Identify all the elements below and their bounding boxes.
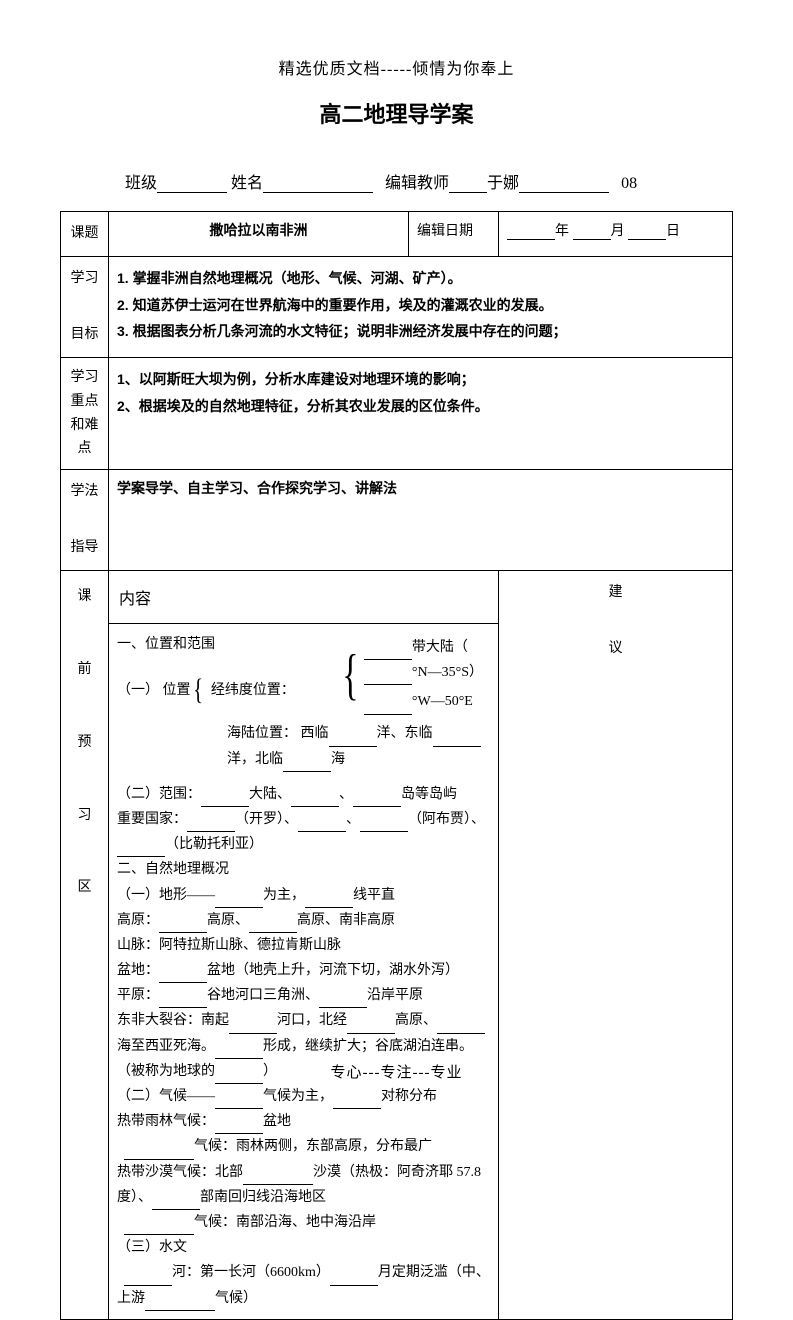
- date-value: 年 月 日: [499, 212, 733, 257]
- mountain-row: 山脉：阿特拉斯山脉、德拉肯斯山脉: [117, 933, 490, 958]
- txt: 、: [346, 812, 360, 827]
- preview-label: 课 前 预 习 区: [61, 571, 109, 1320]
- txt: 海至西亚死海。: [117, 1039, 215, 1054]
- blank: [449, 179, 487, 193]
- txt: 为主，: [263, 888, 305, 903]
- footer-watermark: 专心---专注---专业: [0, 1061, 793, 1082]
- name-label: 姓名: [231, 175, 263, 192]
- pos-label: （一） 位置: [117, 678, 191, 703]
- objective-content: 1. 掌握非洲自然地理概况（地形、气候、河湖、矿产）。 2. 知道苏伊士运河在世…: [109, 257, 733, 358]
- lesson-table: 课题 撒哈拉以南非洲 编辑日期 年 月 日 学习 目标 1. 掌握非洲自然地理概…: [60, 211, 733, 1320]
- med-row: 气候：南部沿海、地中海沿岸: [117, 1210, 490, 1235]
- focus-label: 学习重点和难点: [61, 358, 109, 470]
- date-label: 编辑日期: [409, 212, 499, 257]
- txt: 河：第一长河（6600km）: [172, 1265, 330, 1280]
- txt: °W—50°E: [412, 694, 473, 709]
- txt: （阿布贾）、: [408, 812, 485, 827]
- txt: 热带沙漠气候：北部: [117, 1165, 243, 1180]
- hydro-title: （三）水文: [117, 1235, 490, 1260]
- txt: （二）气候——: [117, 1089, 215, 1104]
- txt: 大陆、: [249, 787, 291, 802]
- txt: 东非大裂谷：南起: [117, 1013, 229, 1028]
- txt: 海: [331, 752, 345, 767]
- savanna-row: 气候：雨林两侧，东部高原，分布最广: [117, 1134, 490, 1159]
- brace-icon: {: [193, 663, 203, 717]
- txt: 高原、: [395, 1013, 437, 1028]
- day-label: 日: [666, 224, 680, 239]
- method-label: 学法 指导: [61, 470, 109, 571]
- basin-row: 盆地： 盆地（地壳上升，河流下切，湖水外泻）: [117, 958, 490, 983]
- txt: 线平直: [353, 888, 395, 903]
- topic-title: 撒哈拉以南非洲: [109, 212, 409, 257]
- teacher-name: 于娜: [487, 175, 519, 192]
- txt: 盆地：: [117, 963, 159, 978]
- countries-row: 重要国家： （开罗）、 、 （阿布贾）、 （比勒托利亚）: [117, 807, 490, 857]
- txt: 高原：: [117, 913, 159, 928]
- month-label: 月: [611, 224, 625, 239]
- txt: 沿岸平原: [367, 988, 423, 1003]
- txt: （二）范围：: [117, 787, 201, 802]
- plateau-row: 高原： 高原、 高原、南非高原: [117, 908, 490, 933]
- txt: 带大陆（: [412, 640, 468, 655]
- blank: [157, 177, 227, 193]
- txt: 洋、东临: [377, 726, 433, 741]
- txt: 部南回归线沿海地区: [200, 1190, 326, 1205]
- txt: 盆地（地壳上升，河流下切，湖水外泻）: [207, 963, 459, 978]
- txt: 河口，北经: [277, 1013, 347, 1028]
- objective-label: 学习 目标: [61, 257, 109, 358]
- txt: 气候为主，: [263, 1089, 333, 1104]
- terrain-row: （一）地形—— 为主， 线平直: [117, 883, 490, 908]
- txt: 谷地河口三角洲、: [207, 988, 319, 1003]
- txt: 气候）: [215, 1291, 257, 1306]
- txt: （一）地形——: [117, 888, 215, 903]
- plain-row: 平原： 谷地河口三角洲、 沿岸平原: [117, 983, 490, 1008]
- river-row: 河：第一长河（6600km）月定期泛滥（中、上游气候）: [117, 1260, 490, 1310]
- year-label: 年: [555, 224, 569, 239]
- page-title: 高二地理导学案: [60, 97, 733, 129]
- teacher-label: 编辑教师: [385, 175, 449, 192]
- method-content: 学案导学、自主学习、合作探究学习、讲解法: [109, 470, 733, 571]
- txt: 高原、南非高原: [297, 913, 395, 928]
- txt: 重要国家：: [117, 812, 187, 827]
- brace-icon: {: [342, 651, 358, 699]
- txt: 平原：: [117, 988, 159, 1003]
- scope-row: （二）范围： 大陆、 、 岛等岛屿: [117, 782, 490, 807]
- txt: °N—35°S）: [412, 665, 483, 680]
- txt: 高原、: [207, 913, 249, 928]
- txt: 岛等岛屿: [401, 787, 457, 802]
- txt: 海陆位置： 西临: [227, 726, 329, 741]
- doc-number: 08: [621, 175, 637, 192]
- content-header: 内容: [109, 571, 499, 624]
- content-body: 一、位置和范围 （一） 位置 { 经纬度位置： 海陆位置： 西临 { 带大陆（: [109, 624, 499, 1320]
- topic-label: 课题: [61, 212, 109, 257]
- txt: （比勒托利亚）: [165, 837, 263, 852]
- txt: 气候：雨林两侧，东部高原，分布最广: [194, 1139, 432, 1154]
- suggestion-header: 建 议: [499, 571, 733, 1320]
- desert-row: 热带沙漠气候：北部沙漠（热极：阿奇济耶 57.8 度）、部南回归线沿海地区: [117, 1160, 490, 1210]
- blank: [263, 177, 373, 193]
- txt: 对称分布: [381, 1089, 437, 1104]
- class-label: 班级: [125, 175, 157, 192]
- focus-content: 1、以阿斯旺大坝为例，分析水库建设对地理环境的影响； 2、根据埃及的自然地理特征…: [109, 358, 733, 470]
- student-info-row: 班级 姓名 编辑教师 于娜 08: [125, 169, 733, 193]
- txt: 洋，北临: [227, 752, 283, 767]
- latlon-label: 经纬度位置：: [211, 678, 313, 703]
- s3-title: 二、自然地理概况: [117, 857, 490, 882]
- blank: [519, 177, 609, 193]
- txt: 气候：南部沿海、地中海沿岸: [194, 1215, 376, 1230]
- txt: 、: [339, 787, 353, 802]
- s1-title: 一、位置和范围: [117, 632, 337, 657]
- section-1: 一、位置和范围 （一） 位置 { 经纬度位置： 海陆位置： 西临 { 带大陆（: [117, 632, 490, 772]
- txt: （开罗）、: [235, 812, 298, 827]
- climate-row: （二）气候—— 气候为主， 对称分布: [117, 1084, 490, 1109]
- header-watermark: 精选优质文档-----倾情为你奉上: [60, 55, 733, 79]
